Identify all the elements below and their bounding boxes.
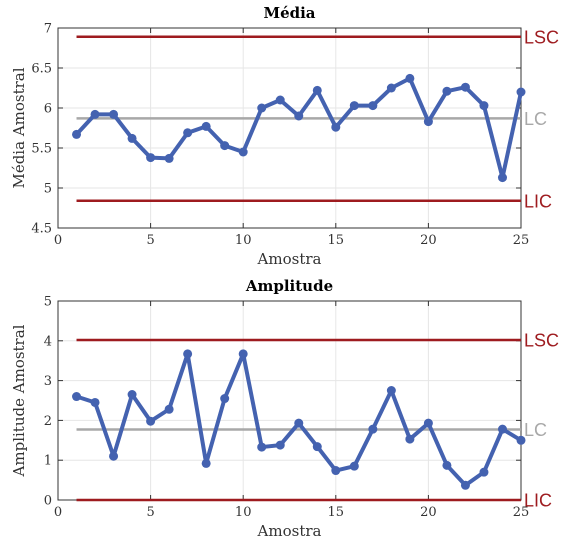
amplitude-y-axis-label: Amplitude Amostral [10, 324, 28, 477]
mean-data-point [386, 83, 396, 93]
mean-data-point [460, 82, 470, 92]
amplitude-data-point [201, 458, 211, 468]
amplitude-data-point [238, 349, 248, 359]
amplitude-xtick-label: 15 [328, 505, 345, 520]
amplitude-data-point [90, 397, 100, 407]
mean-data-point [257, 103, 267, 113]
mean-data-point [423, 117, 433, 127]
mean-control-label-lc: LC [524, 109, 547, 129]
amplitude-xtick-label: 20 [420, 505, 437, 520]
mean-xtick-label: 15 [328, 233, 345, 248]
mean-plot-frame [57, 27, 522, 229]
mean-ytick-label: 6.5 [31, 62, 52, 77]
amplitude-data-point [109, 451, 119, 461]
amplitude-data-point [405, 434, 415, 444]
amplitude-ytick-label: 0 [44, 494, 52, 509]
mean-xtick-label: 5 [146, 233, 154, 248]
mean-data-point [442, 86, 452, 96]
mean-ytick-label: 5 [44, 182, 52, 197]
amplitude-data-point [275, 440, 285, 450]
mean-series-line [75, 76, 523, 180]
amplitude-data-point [442, 460, 452, 470]
mean-chart-title: Média [263, 4, 315, 22]
mean-data-point [294, 111, 304, 121]
mean-data-point [183, 128, 193, 138]
mean-data-point [368, 101, 378, 111]
mean-xtick-label: 20 [420, 233, 437, 248]
amplitude-x-axis-label: Amostra [257, 522, 322, 540]
amplitude-data-point [349, 461, 359, 471]
amplitude-data-point [72, 392, 82, 402]
mean-data-point [349, 101, 359, 111]
mean-xtick-label: 10 [235, 233, 252, 248]
amplitude-data-point [294, 418, 304, 428]
amplitude-data-point [220, 394, 230, 404]
mean-data-point [479, 101, 489, 111]
mean-data-point [331, 122, 341, 132]
amplitude-ytick-label: 3 [44, 374, 52, 389]
amplitude-data-point [257, 442, 267, 452]
mean-ytick-label: 7 [44, 22, 52, 37]
mean-data-point [146, 153, 156, 163]
mean-data-point [220, 141, 230, 151]
mean-data-point [405, 73, 415, 83]
mean-data-point [201, 121, 211, 131]
amplitude-data-point [146, 416, 156, 426]
mean-ytick-label: 6 [44, 102, 52, 117]
amplitude-ytick-label: 1 [44, 454, 52, 469]
amplitude-data-point [183, 349, 193, 359]
mean-data-point [497, 173, 507, 183]
mean-data-point [312, 85, 322, 95]
amplitude-control-label-lsc: LSC [524, 331, 559, 351]
amplitude-data-point [312, 442, 322, 452]
amplitude-ytick-label: 2 [44, 414, 52, 429]
amplitude-xtick-label: 0 [54, 505, 62, 520]
mean-data-point [109, 109, 119, 119]
mean-chart: 0 5 10 15 20 25 4.5 5 5.5 6 6.5 7 Média Amostra Média … [10, 4, 559, 268]
mean-ytick-label: 4.5 [31, 222, 52, 237]
mean-ytick-label: 5.5 [31, 142, 52, 157]
amplitude-data-point [497, 424, 507, 434]
amplitude-data-point [479, 467, 489, 477]
amplitude-control-label-lic: LIC [524, 491, 552, 511]
amplitude-chart: 0 5 10 15 20 25 0 1 2 3 4 5 Amplitude Amostra Amplitud… [10, 277, 559, 540]
mean-xtick-label: 25 [513, 233, 530, 248]
amplitude-data-point [368, 424, 378, 434]
mean-data-point [72, 129, 82, 139]
mean-data-point [127, 133, 137, 143]
mean-control-label-lic: LIC [524, 191, 552, 211]
amplitude-data-point [127, 390, 137, 400]
amplitude-xtick-label: 5 [146, 505, 154, 520]
amplitude-xtick-label: 25 [513, 505, 530, 520]
mean-y-axis-label: Média Amostral [10, 67, 28, 188]
mean-x-axis-label: Amostra [257, 250, 322, 268]
mean-data-point [238, 147, 248, 157]
mean-xtick-label: 0 [54, 233, 62, 248]
amplitude-data-point [460, 480, 470, 490]
amplitude-control-label-lc: LC [524, 420, 547, 440]
amplitude-xtick-label: 10 [235, 505, 252, 520]
amplitude-ytick-label: 4 [44, 334, 52, 349]
amplitude-chart-title: Amplitude [245, 277, 333, 295]
mean-control-label-lsc: LSC [524, 27, 559, 47]
mean-data-point [164, 153, 174, 163]
mean-data-point [90, 109, 100, 119]
amplitude-data-point [164, 404, 174, 414]
amplitude-data-point [516, 435, 526, 445]
amplitude-data-point [423, 418, 433, 428]
mean-data-point [275, 95, 285, 105]
amplitude-data-point [386, 386, 396, 396]
amplitude-data-point [331, 466, 341, 476]
mean-data-point [516, 87, 526, 97]
amplitude-ytick-label: 5 [44, 295, 52, 310]
